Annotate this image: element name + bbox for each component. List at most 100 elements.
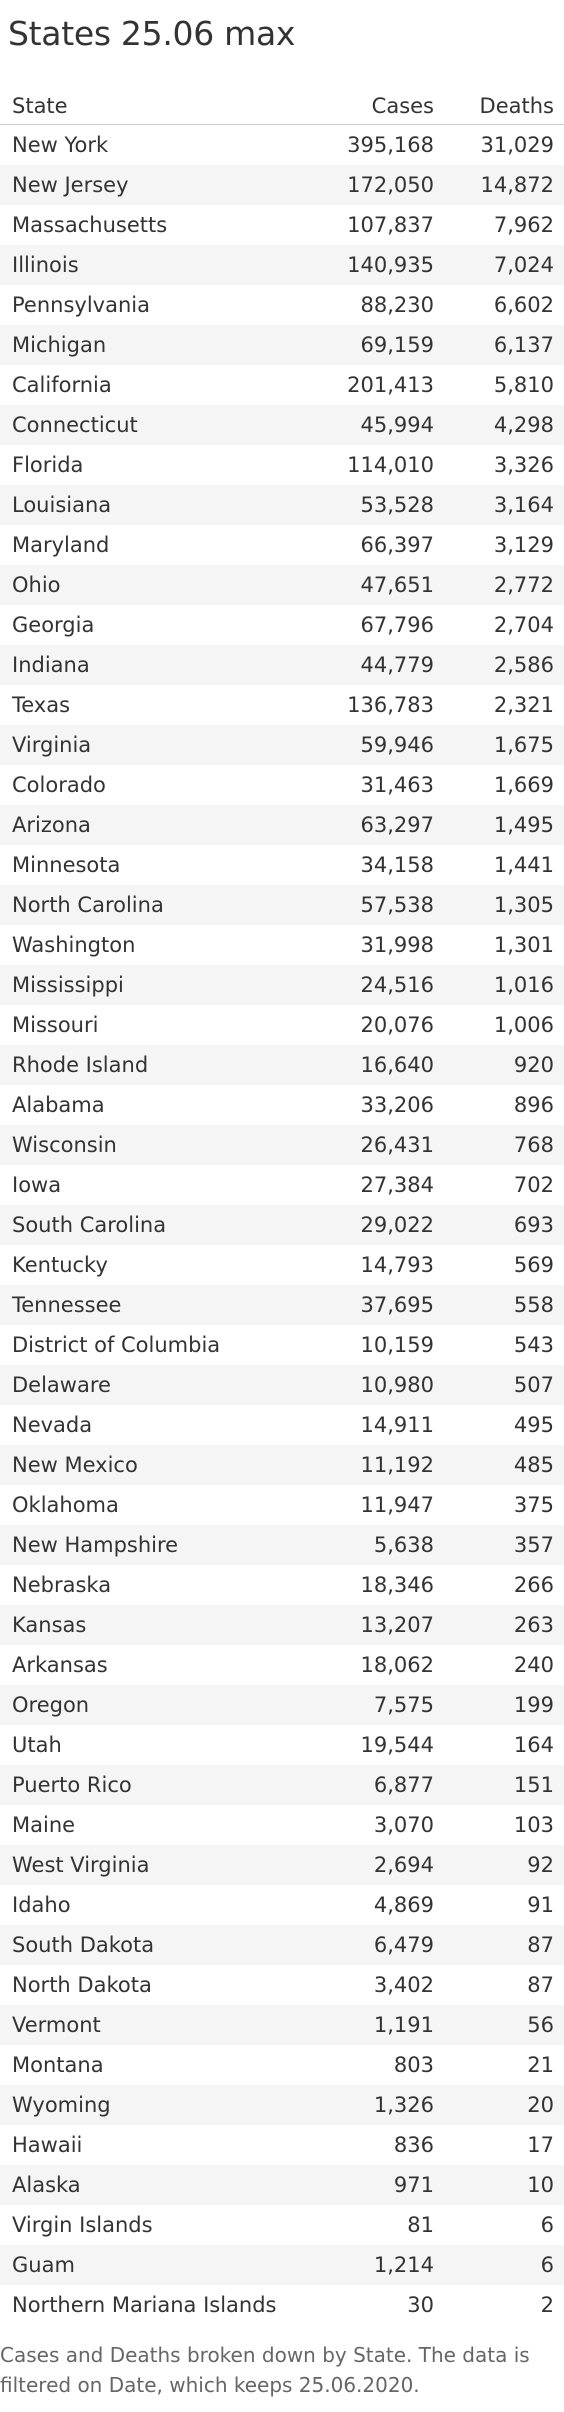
table-row[interactable]: Oregon 7,575 199 xyxy=(0,1685,564,1725)
cell-state: New Jersey xyxy=(0,165,322,205)
column-header-cases[interactable]: Cases xyxy=(322,88,434,125)
table-row[interactable]: Hawaii 836 17 xyxy=(0,2125,564,2165)
states-table: State Cases Deaths New York 395,168 31,029… xyxy=(0,88,564,2325)
cell-deaths: 702 xyxy=(434,1165,564,1205)
cell-state: Montana xyxy=(0,2045,322,2085)
table-row[interactable]: Minnesota 34,158 1,441 xyxy=(0,845,564,885)
cell-cases: 7,575 xyxy=(322,1685,434,1725)
cell-deaths: 1,669 xyxy=(434,765,564,805)
cell-state: Arkansas xyxy=(0,1645,322,1685)
cell-deaths: 768 xyxy=(434,1125,564,1165)
cell-cases: 836 xyxy=(322,2125,434,2165)
table-row[interactable]: New Hampshire 5,638 357 xyxy=(0,1525,564,1565)
table-row[interactable]: Pennsylvania 88,230 6,602 xyxy=(0,285,564,325)
table-row[interactable]: Georgia 67,796 2,704 xyxy=(0,605,564,645)
cell-state: Massachusetts xyxy=(0,205,322,245)
table-row[interactable]: Nebraska 18,346 266 xyxy=(0,1565,564,1605)
cell-cases: 18,062 xyxy=(322,1645,434,1685)
cell-deaths: 31,029 xyxy=(434,124,564,165)
table-row[interactable]: Florida 114,010 3,326 xyxy=(0,445,564,485)
table-row[interactable]: Vermont 1,191 56 xyxy=(0,2005,564,2045)
table-row[interactable]: Northern Mariana Islands 30 2 xyxy=(0,2285,564,2325)
cell-state: Kansas xyxy=(0,1605,322,1645)
table-row[interactable]: Virgin Islands 81 6 xyxy=(0,2205,564,2245)
table-row[interactable]: Alaska 971 10 xyxy=(0,2165,564,2205)
table-row[interactable]: New Mexico 11,192 485 xyxy=(0,1445,564,1485)
table-row[interactable]: Iowa 27,384 702 xyxy=(0,1165,564,1205)
table-row[interactable]: Texas 136,783 2,321 xyxy=(0,685,564,725)
table-row[interactable]: West Virginia 2,694 92 xyxy=(0,1845,564,1885)
cell-state: Kentucky xyxy=(0,1245,322,1285)
table-row[interactable]: Puerto Rico 6,877 151 xyxy=(0,1765,564,1805)
table-row[interactable]: Missouri 20,076 1,006 xyxy=(0,1005,564,1045)
cell-cases: 2,694 xyxy=(322,1845,434,1885)
table-row[interactable]: Kansas 13,207 263 xyxy=(0,1605,564,1645)
table-row[interactable]: Wyoming 1,326 20 xyxy=(0,2085,564,2125)
cell-state: Texas xyxy=(0,685,322,725)
cell-deaths: 3,326 xyxy=(434,445,564,485)
column-header-deaths[interactable]: Deaths xyxy=(434,88,564,125)
cell-state: New York xyxy=(0,124,322,165)
cell-deaths: 375 xyxy=(434,1485,564,1525)
cell-state: Hawaii xyxy=(0,2125,322,2165)
table-row[interactable]: Rhode Island 16,640 920 xyxy=(0,1045,564,1085)
table-row[interactable]: Alabama 33,206 896 xyxy=(0,1085,564,1125)
cell-state: Alabama xyxy=(0,1085,322,1125)
cell-cases: 3,402 xyxy=(322,1965,434,2005)
table-row[interactable]: California 201,413 5,810 xyxy=(0,365,564,405)
cell-deaths: 91 xyxy=(434,1885,564,1925)
table-row[interactable]: Maine 3,070 103 xyxy=(0,1805,564,1845)
table-row[interactable]: Idaho 4,869 91 xyxy=(0,1885,564,1925)
cell-state: Wisconsin xyxy=(0,1125,322,1165)
table-row[interactable]: Mississippi 24,516 1,016 xyxy=(0,965,564,1005)
table-row[interactable]: Virginia 59,946 1,675 xyxy=(0,725,564,765)
cell-cases: 5,638 xyxy=(322,1525,434,1565)
cell-state: Missouri xyxy=(0,1005,322,1045)
cell-deaths: 20 xyxy=(434,2085,564,2125)
table-row[interactable]: District of Columbia 10,159 543 xyxy=(0,1325,564,1365)
cell-cases: 66,397 xyxy=(322,525,434,565)
table-row[interactable]: Connecticut 45,994 4,298 xyxy=(0,405,564,445)
cell-deaths: 693 xyxy=(434,1205,564,1245)
table-row[interactable]: Wisconsin 26,431 768 xyxy=(0,1125,564,1165)
column-header-state[interactable]: State xyxy=(0,88,322,125)
cell-state: South Carolina xyxy=(0,1205,322,1245)
table-row[interactable]: Utah 19,544 164 xyxy=(0,1725,564,1765)
table-row[interactable]: Oklahoma 11,947 375 xyxy=(0,1485,564,1525)
table-row[interactable]: New Jersey 172,050 14,872 xyxy=(0,165,564,205)
table-row[interactable]: Ohio 47,651 2,772 xyxy=(0,565,564,605)
cell-cases: 81 xyxy=(322,2205,434,2245)
table-row[interactable]: Guam 1,214 6 xyxy=(0,2245,564,2285)
table-row[interactable]: Nevada 14,911 495 xyxy=(0,1405,564,1445)
table-row[interactable]: Arkansas 18,062 240 xyxy=(0,1645,564,1685)
cell-deaths: 87 xyxy=(434,1925,564,1965)
table-row[interactable]: Washington 31,998 1,301 xyxy=(0,925,564,965)
table-body: New York 395,168 31,029 New Jersey 172,050 14… xyxy=(0,124,564,2325)
table-row[interactable]: Michigan 69,159 6,137 xyxy=(0,325,564,365)
cell-cases: 971 xyxy=(322,2165,434,2205)
cell-cases: 201,413 xyxy=(322,365,434,405)
table-row[interactable]: Massachusetts 107,837 7,962 xyxy=(0,205,564,245)
table-row[interactable]: South Carolina 29,022 693 xyxy=(0,1205,564,1245)
table-row[interactable]: Kentucky 14,793 569 xyxy=(0,1245,564,1285)
table-row[interactable]: Maryland 66,397 3,129 xyxy=(0,525,564,565)
table-row[interactable]: Tennessee 37,695 558 xyxy=(0,1285,564,1325)
table-row[interactable]: Illinois 140,935 7,024 xyxy=(0,245,564,285)
table-row[interactable]: Colorado 31,463 1,669 xyxy=(0,765,564,805)
cell-state: Ohio xyxy=(0,565,322,605)
table-row[interactable]: Delaware 10,980 507 xyxy=(0,1365,564,1405)
table-row[interactable]: Indiana 44,779 2,586 xyxy=(0,645,564,685)
table-row[interactable]: South Dakota 6,479 87 xyxy=(0,1925,564,1965)
cell-cases: 172,050 xyxy=(322,165,434,205)
cell-deaths: 263 xyxy=(434,1605,564,1645)
table-row[interactable]: North Carolina 57,538 1,305 xyxy=(0,885,564,925)
table-row[interactable]: New York 395,168 31,029 xyxy=(0,124,564,165)
table-row[interactable]: Louisiana 53,528 3,164 xyxy=(0,485,564,525)
cell-cases: 140,935 xyxy=(322,245,434,285)
table-row[interactable]: Montana 803 21 xyxy=(0,2045,564,2085)
cell-cases: 19,544 xyxy=(322,1725,434,1765)
cell-state: North Carolina xyxy=(0,885,322,925)
table-row[interactable]: Arizona 63,297 1,495 xyxy=(0,805,564,845)
table-row[interactable]: North Dakota 3,402 87 xyxy=(0,1965,564,2005)
cell-cases: 6,479 xyxy=(322,1925,434,1965)
